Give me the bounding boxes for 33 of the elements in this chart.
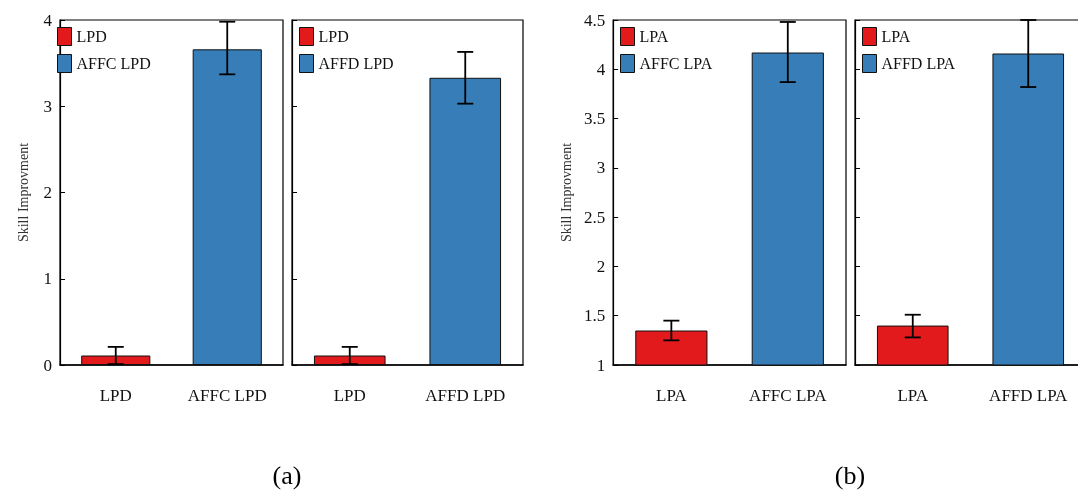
- text: (b): [834, 461, 866, 490]
- y-tick-label: 1: [596, 355, 606, 375]
- y-tick-label: 3.5: [583, 109, 606, 129]
- legend-label: AFFD LPA: [881, 55, 956, 72]
- y-tick-label: 4.5: [583, 10, 606, 30]
- x-tick-label: AFFC LPD: [187, 386, 267, 405]
- x-tick-label: LPA: [656, 386, 688, 405]
- legend-label: LPD: [318, 28, 349, 45]
- x-tick-label: LPA: [897, 386, 929, 405]
- legend-label: AFFC LPD: [76, 55, 151, 72]
- y-axis-title: Skill Improvment: [15, 142, 31, 243]
- y-tick-label: 2: [43, 183, 52, 202]
- y-tick-label: 3: [43, 96, 52, 116]
- x-tick-label: LPD: [99, 386, 132, 405]
- y-tick-label: 4: [43, 10, 53, 30]
- legend-label: AFFC LPA: [639, 55, 713, 72]
- y-tick-label: 1: [43, 269, 52, 289]
- y-tick-label: 4: [596, 59, 606, 79]
- y-tick-label: 1.5: [583, 306, 606, 326]
- y-tick-label: 0: [43, 355, 52, 375]
- legend-label: LPD: [76, 28, 107, 45]
- y-axis-title: Skill Improvment: [558, 142, 574, 243]
- x-tick-label: AFFD LPD: [425, 386, 506, 405]
- legend-label: LPA: [639, 28, 669, 45]
- y-tick-label: 2.5: [583, 207, 606, 227]
- x-tick-label: AFFC LPA: [749, 386, 828, 405]
- x-tick-label: AFFD LPA: [989, 386, 1069, 405]
- x-tick-label: LPD: [333, 386, 366, 405]
- text: (a): [272, 461, 302, 490]
- y-tick-label: 2: [596, 256, 606, 276]
- legend-label: AFFD LPD: [318, 55, 394, 72]
- y-tick-label: 3: [596, 158, 606, 178]
- legend-label: LPA: [881, 28, 911, 45]
